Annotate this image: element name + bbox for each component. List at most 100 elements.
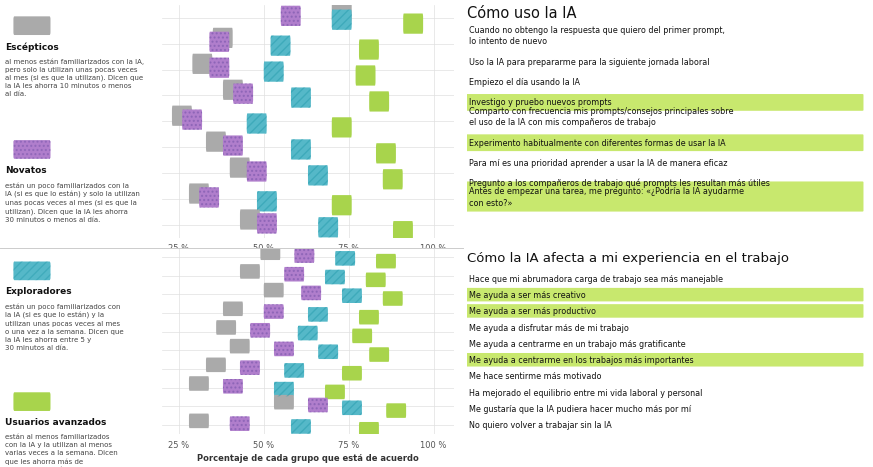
FancyBboxPatch shape — [466, 288, 863, 301]
FancyBboxPatch shape — [369, 92, 389, 112]
Text: Experimento habitualmente con diferentes formas de usar la IA: Experimento habitualmente con diferentes… — [469, 139, 725, 148]
FancyBboxPatch shape — [359, 422, 379, 437]
FancyBboxPatch shape — [230, 417, 250, 431]
Text: Me gustaría que la IA pudiera hacer mucho más por mí: Me gustaría que la IA pudiera hacer much… — [469, 405, 691, 414]
Text: Para mí es una prioridad aprender a usar la IA de manera eficaz: Para mí es una prioridad aprender a usar… — [469, 159, 727, 168]
FancyBboxPatch shape — [301, 286, 321, 300]
Text: Me hace sentirme más motivado: Me hace sentirme más motivado — [469, 372, 601, 382]
FancyBboxPatch shape — [233, 84, 253, 104]
FancyBboxPatch shape — [359, 39, 379, 60]
Text: Comparto con frecuencia mis prompts/consejos principales sobre
el uso de la IA c: Comparto con frecuencia mis prompts/cons… — [469, 107, 733, 127]
FancyBboxPatch shape — [274, 395, 294, 410]
FancyBboxPatch shape — [332, 195, 352, 215]
FancyBboxPatch shape — [359, 310, 379, 325]
FancyBboxPatch shape — [376, 254, 396, 269]
FancyBboxPatch shape — [393, 221, 413, 241]
FancyBboxPatch shape — [182, 109, 202, 130]
Text: Me ayuda a centrarme en los trabajos más importantes: Me ayuda a centrarme en los trabajos más… — [469, 356, 694, 365]
Text: Empiezo el día usando la IA: Empiezo el día usando la IA — [469, 78, 580, 87]
FancyBboxPatch shape — [376, 143, 396, 163]
Text: Me ayuda a disfrutar más de mi trabajo: Me ayuda a disfrutar más de mi trabajo — [469, 324, 629, 333]
Text: están un poco familiarizados con
la IA (si es que lo están) y la
utilizan unas p: están un poco familiarizados con la IA (… — [4, 304, 123, 351]
FancyBboxPatch shape — [251, 323, 270, 338]
X-axis label: Porcentaje de cada grupo que seleccionó al menos «a veces»: Porcentaje de cada grupo que seleccionó … — [163, 258, 452, 267]
FancyBboxPatch shape — [403, 14, 423, 34]
Text: Novatos: Novatos — [4, 166, 46, 175]
FancyBboxPatch shape — [189, 414, 209, 428]
FancyBboxPatch shape — [13, 262, 51, 280]
FancyBboxPatch shape — [335, 251, 355, 266]
Text: Cuando no obtengo la respuesta que quiero del primer prompt,
lo intento de nuevo: Cuando no obtengo la respuesta que quier… — [469, 26, 725, 46]
Text: están un poco familiarizados con la
IA (si es que lo están) y solo la utilizan
u: están un poco familiarizados con la IA (… — [4, 182, 140, 223]
X-axis label: Porcentaje de cada grupo que está de acuerdo: Porcentaje de cada grupo que está de acu… — [196, 454, 419, 463]
FancyBboxPatch shape — [217, 320, 236, 335]
FancyBboxPatch shape — [466, 134, 863, 151]
FancyBboxPatch shape — [466, 94, 863, 111]
FancyBboxPatch shape — [294, 248, 314, 263]
Text: Me ayuda a centrarme en un trabajo más gratificante: Me ayuda a centrarme en un trabajo más g… — [469, 340, 685, 349]
FancyBboxPatch shape — [318, 217, 338, 237]
FancyBboxPatch shape — [342, 289, 362, 303]
FancyBboxPatch shape — [274, 342, 294, 356]
FancyBboxPatch shape — [298, 326, 318, 340]
FancyBboxPatch shape — [291, 87, 311, 108]
Text: Usuarios avanzados: Usuarios avanzados — [4, 418, 107, 427]
FancyBboxPatch shape — [318, 345, 338, 359]
FancyBboxPatch shape — [223, 379, 243, 394]
FancyBboxPatch shape — [247, 113, 266, 134]
FancyBboxPatch shape — [466, 353, 863, 367]
FancyBboxPatch shape — [13, 140, 51, 159]
FancyBboxPatch shape — [213, 28, 233, 48]
FancyBboxPatch shape — [291, 419, 311, 434]
FancyBboxPatch shape — [13, 392, 51, 411]
FancyBboxPatch shape — [264, 62, 284, 82]
FancyBboxPatch shape — [240, 361, 260, 375]
Text: Cómo la IA afecta a mi experiencia en el trabajo: Cómo la IA afecta a mi experiencia en el… — [467, 252, 789, 265]
FancyBboxPatch shape — [192, 54, 212, 74]
FancyBboxPatch shape — [332, 2, 352, 22]
FancyBboxPatch shape — [247, 162, 266, 182]
FancyBboxPatch shape — [382, 291, 402, 306]
FancyBboxPatch shape — [382, 169, 402, 190]
FancyBboxPatch shape — [206, 132, 226, 152]
Text: al menos están familiarizados con la IA,
pero solo la utilizan unas pocas veces
: al menos están familiarizados con la IA,… — [4, 58, 144, 98]
FancyBboxPatch shape — [291, 139, 311, 160]
FancyBboxPatch shape — [308, 165, 328, 185]
FancyBboxPatch shape — [386, 403, 406, 418]
Text: están al menos familiarizados
con la IA y la utilizan al menos
varias veces a la: están al menos familiarizados con la IA … — [4, 434, 118, 467]
Text: Me ayuda a ser más productivo: Me ayuda a ser más productivo — [469, 307, 596, 316]
Text: Ha mejorado el equilibrio entre mi vida laboral y personal: Ha mejorado el equilibrio entre mi vida … — [469, 389, 703, 398]
FancyBboxPatch shape — [369, 347, 389, 362]
FancyBboxPatch shape — [355, 65, 375, 85]
Text: Exploradores: Exploradores — [4, 287, 72, 296]
FancyBboxPatch shape — [281, 6, 300, 26]
FancyBboxPatch shape — [466, 182, 863, 212]
Text: Antes de empezar una tarea, me pregunto: «¿Podría la IA ayudarme
con esto?»: Antes de empezar una tarea, me pregunto:… — [469, 187, 744, 207]
FancyBboxPatch shape — [230, 157, 250, 178]
FancyBboxPatch shape — [308, 307, 328, 322]
FancyBboxPatch shape — [223, 302, 243, 316]
FancyBboxPatch shape — [172, 106, 192, 126]
FancyBboxPatch shape — [264, 304, 284, 319]
FancyBboxPatch shape — [223, 80, 243, 100]
FancyBboxPatch shape — [332, 117, 352, 137]
FancyBboxPatch shape — [199, 187, 219, 207]
Text: Uso la IA para prepararme para la siguiente jornada laboral: Uso la IA para prepararme para la siguie… — [469, 58, 710, 67]
FancyBboxPatch shape — [274, 382, 294, 396]
FancyBboxPatch shape — [325, 385, 345, 399]
FancyBboxPatch shape — [332, 10, 352, 30]
FancyBboxPatch shape — [308, 398, 328, 412]
FancyBboxPatch shape — [271, 35, 291, 56]
FancyBboxPatch shape — [210, 32, 230, 52]
FancyBboxPatch shape — [240, 209, 260, 230]
FancyBboxPatch shape — [285, 363, 304, 378]
FancyBboxPatch shape — [352, 329, 372, 343]
FancyBboxPatch shape — [260, 246, 280, 260]
FancyBboxPatch shape — [466, 304, 863, 318]
Text: Pregunto a los compañeros de trabajo qué prompts les resultan más útiles: Pregunto a los compañeros de trabajo qué… — [469, 179, 770, 188]
FancyBboxPatch shape — [257, 191, 277, 212]
Text: Escépticos: Escépticos — [4, 42, 58, 51]
Text: Cómo uso la IA: Cómo uso la IA — [467, 6, 576, 21]
FancyBboxPatch shape — [342, 401, 362, 415]
FancyBboxPatch shape — [189, 184, 209, 204]
